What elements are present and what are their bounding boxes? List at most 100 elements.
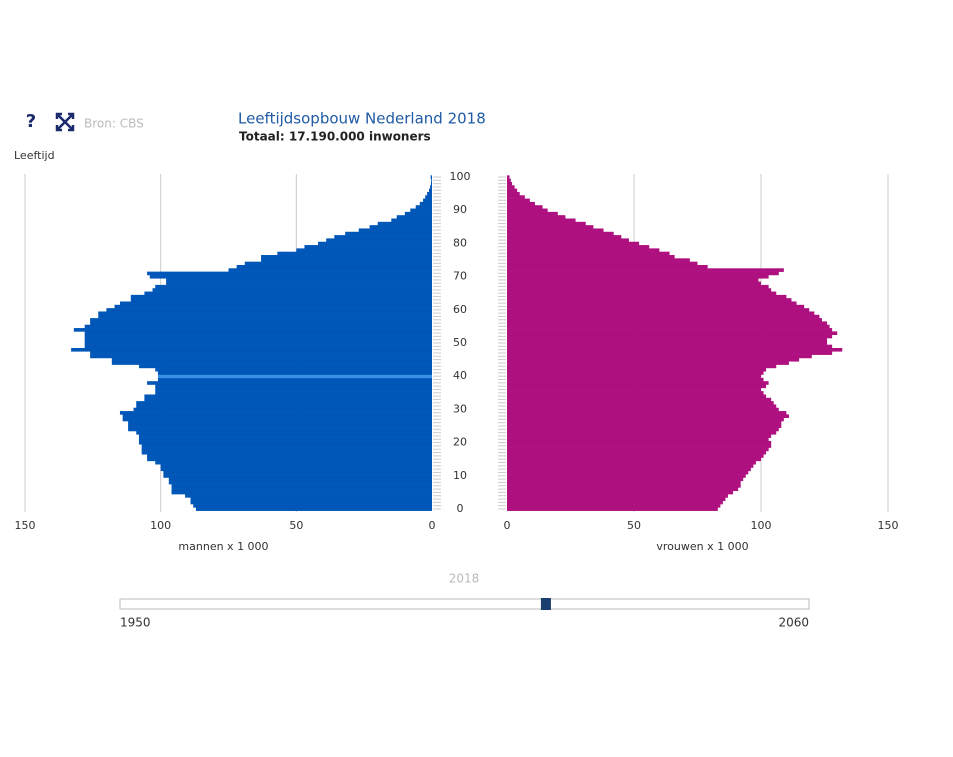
bar [507, 178, 511, 183]
bar [130, 294, 432, 299]
bar [404, 211, 432, 216]
bar [166, 281, 433, 286]
bar [84, 324, 433, 329]
bar [190, 497, 432, 501]
bar [155, 384, 433, 389]
bar [507, 364, 777, 369]
bar [377, 221, 432, 226]
bar [122, 414, 433, 418]
bar [185, 494, 432, 498]
bar [507, 464, 754, 468]
bar [507, 328, 833, 332]
bar [507, 215, 566, 219]
bar [507, 258, 690, 262]
bar [507, 407, 779, 412]
bar [507, 347, 843, 352]
bar [138, 440, 432, 445]
bar [425, 195, 432, 199]
bar [304, 245, 432, 249]
bar [507, 371, 764, 375]
bar [507, 221, 586, 226]
bar [296, 248, 432, 252]
bar [507, 387, 761, 392]
bar [507, 291, 777, 296]
bar [507, 427, 779, 432]
bar [228, 268, 432, 272]
fullscreen-button[interactable] [55, 112, 75, 132]
bar [507, 195, 525, 199]
bar [507, 298, 792, 302]
bar [507, 261, 698, 266]
bar [507, 264, 708, 269]
bar [84, 334, 433, 339]
bar [396, 215, 432, 219]
bar [155, 391, 433, 395]
y-tick-label: 70 [453, 270, 467, 283]
bar [507, 245, 650, 249]
bar [431, 178, 432, 183]
bar [419, 201, 432, 206]
bar [507, 457, 761, 462]
bar [507, 331, 838, 335]
bar [507, 397, 772, 402]
x-tick-label: 150 [878, 519, 899, 532]
bar [507, 218, 576, 223]
bar [507, 454, 764, 458]
bar [171, 484, 432, 488]
bar [507, 430, 777, 435]
help-button[interactable]: ? [26, 111, 36, 132]
bar [507, 374, 761, 379]
bar [391, 218, 432, 223]
bar [345, 231, 432, 236]
bar [141, 444, 432, 448]
bar [144, 394, 433, 399]
y-tick-label: 40 [453, 369, 467, 382]
bar [507, 467, 751, 472]
bar [507, 211, 558, 216]
bar [73, 328, 432, 332]
bar [507, 394, 767, 399]
bar [98, 314, 432, 319]
bar [507, 357, 800, 362]
slider-handle[interactable] [540, 598, 551, 610]
bar [507, 288, 772, 292]
bar [507, 284, 769, 289]
x-axis-title: mannen x 1 000 [178, 540, 268, 553]
slider-track[interactable] [119, 598, 810, 610]
bar [507, 201, 535, 206]
bar [507, 198, 530, 203]
slider-value: 2018 [449, 572, 480, 586]
bar [236, 264, 432, 269]
bar [155, 387, 433, 392]
bar [128, 427, 432, 432]
bar [507, 504, 721, 508]
bar [152, 288, 432, 292]
bar [507, 338, 828, 342]
bar [507, 490, 734, 495]
bar [507, 354, 812, 359]
bar [507, 311, 815, 316]
bar [166, 278, 433, 282]
bar [507, 281, 761, 286]
bar [90, 351, 433, 355]
bar [171, 487, 432, 492]
bar [326, 238, 432, 243]
bar [507, 225, 594, 229]
bar [136, 404, 432, 409]
bar [147, 457, 432, 462]
y-axis-title: Leeftijd [14, 149, 55, 162]
bar [157, 371, 432, 375]
bar [507, 437, 769, 442]
bar [507, 205, 543, 209]
bar [195, 507, 432, 511]
bar [84, 331, 433, 335]
bar [136, 430, 432, 435]
bar [507, 377, 764, 382]
bar [163, 474, 432, 478]
bar [507, 417, 784, 422]
x-tick-label: 100 [150, 519, 171, 532]
bar [507, 351, 833, 355]
year-slider[interactable]: 2018 1950 2060 [119, 572, 810, 630]
y-tick-label: 60 [453, 303, 467, 316]
bar [277, 251, 432, 256]
